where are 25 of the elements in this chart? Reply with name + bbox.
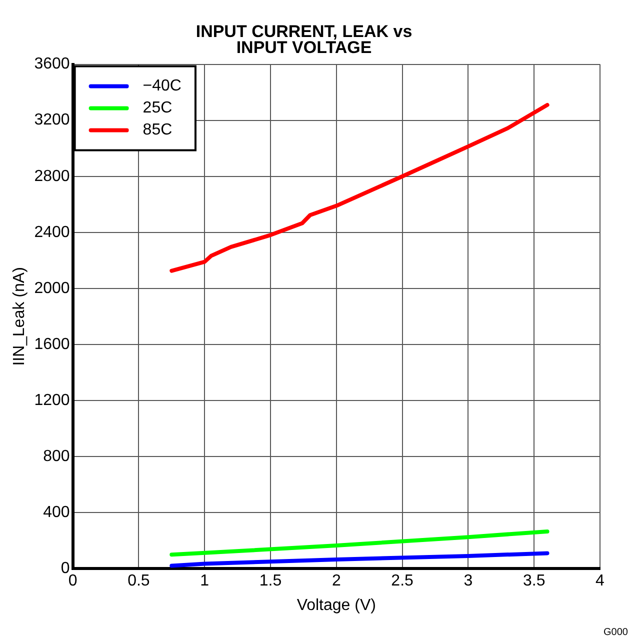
x-tick-label: 0.5 [128,572,150,590]
y-tick-label: 2000 [34,280,70,297]
y-tick-label: 2800 [34,168,70,185]
x-tick-label: 3.5 [522,572,546,590]
x-tick-label: 4 [596,572,605,590]
x-tick-label: 1 [200,572,210,590]
legend-label: 85C [142,122,172,139]
y-tick-label: 800 [43,448,70,465]
y-tick-label: 3200 [34,112,70,129]
y-tick-label: 3600 [34,56,70,73]
x-tick-label: 2.5 [391,572,414,590]
legend-label: −40C [142,78,182,95]
chart-title: INPUT CURRENT, LEAK vs INPUT VOLTAGE [196,22,412,57]
text: G000 [604,626,628,638]
legend-label: 25C [142,100,172,117]
x-tick-label: 3 [464,572,473,590]
x-axis-title: Voltage (V) [296,596,376,614]
y-tick-label: 0 [60,560,70,578]
y-tick-label: 1600 [34,336,70,353]
y-tick-label: 2400 [34,224,70,241]
x-tick-label: 1.5 [259,572,282,590]
y-tick-label: 1200 [34,392,70,409]
y-axis-title: IIN_Leak (nA) [11,267,28,366]
y-tick-label: 400 [43,504,70,521]
x-tick-label: 2 [332,572,341,590]
